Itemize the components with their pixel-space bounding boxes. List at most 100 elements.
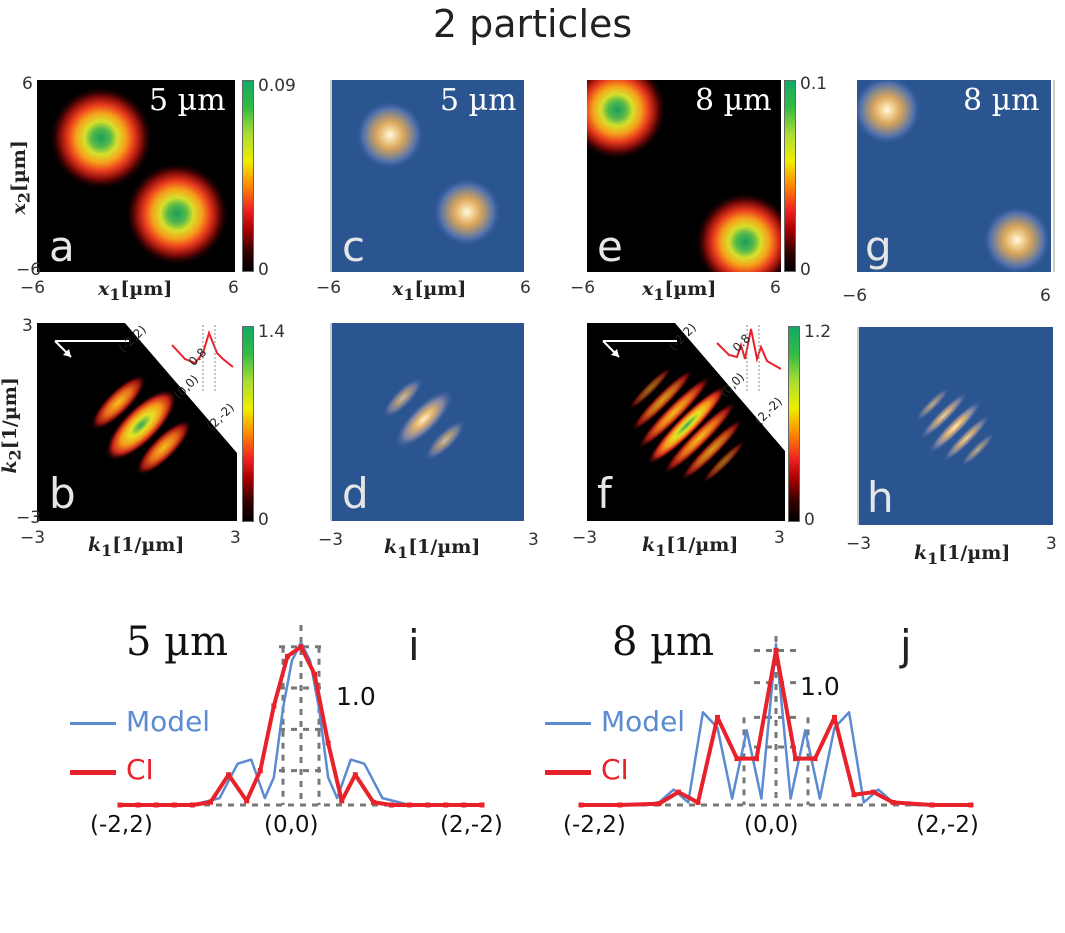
plot-j-xcat-right: (2,-2) <box>916 812 979 838</box>
panel-b: b <box>37 323 237 521</box>
panel-b-xlabel: k1[1/µm] <box>88 534 185 560</box>
panel-f-xtick-min: −3 <box>572 528 598 548</box>
panel-c-letter: c <box>342 222 366 271</box>
plot-i-ci-point-7 <box>244 798 250 804</box>
plot-i-ci-point-4 <box>189 802 195 808</box>
panel-b-letter: b <box>49 469 76 518</box>
plot-i-ci-point-19 <box>425 802 431 808</box>
panel-c-density <box>356 101 501 246</box>
undefined-ci-point-12 <box>851 792 857 798</box>
panel-h-xtick-min: −3 <box>846 534 872 554</box>
panel-a-density <box>49 86 229 266</box>
plot-i-ci-point-16 <box>370 799 376 805</box>
plot-i-legend-model-swatch <box>70 722 116 725</box>
panel-a-scale: 5 µm <box>149 83 226 118</box>
panel-e-letter: e <box>597 222 623 271</box>
plot-j-legend-model: Model <box>545 706 765 740</box>
panel-e-density <box>587 80 781 272</box>
panel-d-letter: d <box>342 469 369 518</box>
panel-f-xlabel: k1[1/µm] <box>642 534 739 560</box>
plot-i-ci-point-22 <box>479 802 485 808</box>
plot-j-ylabel-1: 1.0 <box>800 672 840 701</box>
figure-title: 2 particles <box>432 2 633 46</box>
plot-i-legend-model-label: Model <box>126 705 211 738</box>
panel-h: h <box>859 327 1053 525</box>
plot-j-title: 8 µm <box>612 619 715 665</box>
plot-j-xcat-mid: (0,0) <box>744 812 799 838</box>
panel-a: 5 µm a <box>37 80 235 272</box>
panel-a-xtick-max: 6 <box>228 278 239 298</box>
plot-i-ci-point-5 <box>208 799 213 805</box>
panel-g-letter: g <box>865 222 892 271</box>
undefined-ci-point-4 <box>695 799 701 805</box>
panel-f: f <box>587 323 785 521</box>
panel-e-cbar-max: 0.1 <box>800 74 828 94</box>
panel-a-colorbar <box>242 80 254 272</box>
panel-c-xtick-min: −6 <box>316 278 342 298</box>
panel-g: 8 µm g <box>857 80 1051 272</box>
plot-i-xcat-right: (2,-2) <box>440 812 503 838</box>
plot-j-legend-ci: CI <box>545 754 765 788</box>
undefined-ci-point-8 <box>773 647 779 653</box>
plot-j-letter: j <box>900 621 912 670</box>
plot-i-ci-point-18 <box>407 802 413 808</box>
panel-a-cbar-max: 0.09 <box>258 76 296 96</box>
panel-f-letter: f <box>597 469 612 518</box>
panel-d-xlabel: k1[1/µm] <box>384 536 481 562</box>
panel-d: d <box>332 323 524 521</box>
panel-g-right-edge <box>1053 80 1055 272</box>
panel-h-xtick-max: 3 <box>1046 534 1057 554</box>
panel-c-scale: 5 µm <box>440 83 517 118</box>
undefined-ci-point-16 <box>968 802 974 808</box>
undefined-ci-point-5 <box>715 714 720 720</box>
plot-i-ci-point-21 <box>461 802 467 808</box>
plot-i-legend-model: Model <box>70 706 290 740</box>
plot-i-legend-ci: CI <box>70 754 290 788</box>
plot-j <box>578 636 974 808</box>
panel-b-ylabel: k2[1/µm] <box>0 377 25 474</box>
panel-b-ytick-min: −3 <box>16 508 42 528</box>
panel-d-xtick-min: −3 <box>318 530 344 550</box>
plot-j-legend-ci-swatch <box>545 770 591 775</box>
panel-e-scale: 8 µm <box>695 83 772 118</box>
panel-e-xlabel: x1[µm] <box>642 278 717 304</box>
panel-c-xtick-max: 6 <box>520 278 531 298</box>
plot-i-xcat-left: (-2,2) <box>90 812 153 838</box>
plot-i-ylabel-1: 1.0 <box>336 682 376 711</box>
undefined-ci-point-11 <box>832 714 837 720</box>
undefined-ci-point-3 <box>676 789 681 795</box>
panel-h-left-edge <box>857 327 859 525</box>
plot-i-series-model <box>120 641 482 807</box>
plot-j-legend-ci-label: CI <box>601 753 629 786</box>
plot-i-ci-point-2 <box>153 802 159 808</box>
panel-b-colorbar <box>242 326 254 522</box>
panel-c-left-edge <box>330 80 332 272</box>
panel-g-scale: 8 µm <box>963 83 1040 118</box>
panel-g-xtick-min: −6 <box>842 286 868 306</box>
plot-i-xcat-mid: (0,0) <box>264 812 319 838</box>
panel-a-ytick-min: −6 <box>16 260 42 280</box>
panel-b-xtick-max: 3 <box>230 528 241 548</box>
panel-b-ytick-max: 3 <box>22 316 33 336</box>
panel-e-xtick-max: 6 <box>770 278 781 298</box>
plot-i-ci-point-6 <box>226 772 232 778</box>
panel-f-xtick-max: 3 <box>774 528 785 548</box>
panel-a-cbar-min: 0 <box>258 260 269 280</box>
panel-b-density <box>54 323 237 476</box>
plot-j-legend-model-label: Model <box>601 705 686 738</box>
panel-h-letter: h <box>867 473 894 522</box>
panel-f-density <box>602 323 785 484</box>
panel-g-density <box>857 80 1051 272</box>
plot-i-ci-point-12 <box>312 671 318 677</box>
plot-j-xcat-left: (-2,2) <box>563 812 626 838</box>
plot-i-ci-point-14 <box>339 798 345 804</box>
panel-g-xtick-max: 6 <box>1040 286 1051 306</box>
undefined-ci-point-6 <box>734 756 740 762</box>
plot-j-legend-model-swatch <box>545 722 591 725</box>
plot-i-ci-point-8 <box>257 768 263 774</box>
panel-b-cbar-max: 1.4 <box>258 322 286 342</box>
undefined-ci-point-0 <box>578 802 584 808</box>
panel-a-xlabel: x1[µm] <box>98 278 173 304</box>
undefined-ci-point-2 <box>656 801 662 807</box>
panel-b-cbar-min: 0 <box>258 510 269 530</box>
